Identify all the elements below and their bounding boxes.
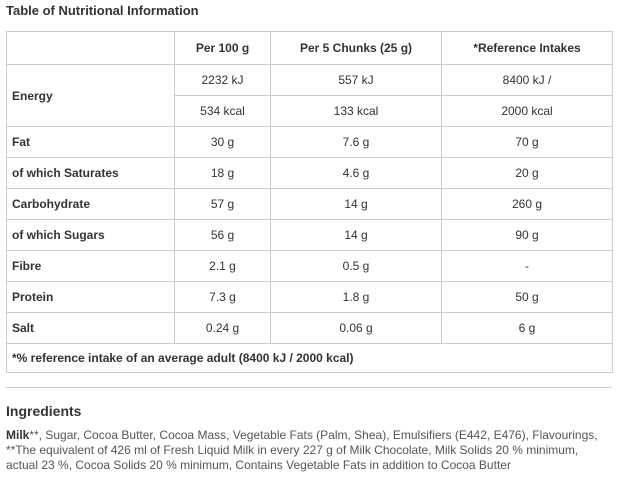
cell-value: 70 g	[441, 126, 613, 158]
cell-value: 534 kcal	[174, 95, 271, 127]
cell-value: -	[441, 250, 613, 282]
cell-value: 57 g	[174, 188, 271, 220]
cell-value: 20 g	[441, 157, 613, 189]
cell-value: 50 g	[441, 281, 613, 313]
ingredients-text: Milk**, Sugar, Cocoa Butter, Cocoa Mass,…	[6, 428, 612, 473]
cell-value: 7.3 g	[174, 281, 271, 313]
table-header-row: Per 100 g Per 5 Chunks (25 g) *Reference…	[6, 31, 613, 65]
column-header	[6, 31, 175, 65]
ingredients-heading: Ingredients	[6, 403, 82, 419]
table-footnote-row: *% reference intake of an average adult …	[6, 343, 613, 373]
cell-value: 2232 kJ	[174, 64, 271, 96]
cell-value: 6 g	[441, 312, 613, 344]
cell-value: 0.5 g	[270, 250, 442, 282]
page-title: Table of Nutritional Information	[6, 3, 199, 18]
ingredients-bold-lead: Milk	[6, 428, 30, 442]
column-header-per-100g: Per 100 g	[174, 31, 271, 65]
ingredients-list: **, Sugar, Cocoa Butter, Cocoa Mass, Veg…	[6, 428, 598, 472]
row-label: Protein	[6, 281, 175, 313]
table-row: Salt 0.24 g 0.06 g 6 g	[6, 312, 613, 344]
row-label-energy: Energy	[6, 64, 175, 127]
cell-value: 557 kJ	[270, 64, 442, 96]
cell-value: 0.06 g	[270, 312, 442, 344]
table-row-energy-kcal: 534 kcal 133 kcal 2000 kcal	[7, 95, 613, 127]
nutrition-table: Per 100 g Per 5 Chunks (25 g) *Reference…	[6, 31, 613, 373]
table-row: Fibre 2.1 g 0.5 g -	[6, 250, 613, 282]
cell-value: 30 g	[174, 126, 271, 158]
cell-value: 1.8 g	[270, 281, 442, 313]
table-row: Fat 30 g 7.6 g 70 g	[6, 126, 613, 158]
row-label: of which Saturates	[6, 157, 175, 189]
row-label: Fibre	[6, 250, 175, 282]
table-row: of which Saturates 18 g 4.6 g 20 g	[6, 157, 613, 189]
row-label: Fat	[6, 126, 175, 158]
cell-value: 7.6 g	[270, 126, 442, 158]
row-label: of which Sugars	[6, 219, 175, 251]
column-header-reference-intakes: *Reference Intakes	[441, 31, 613, 65]
cell-value: 14 g	[270, 219, 442, 251]
cell-value: 0.24 g	[174, 312, 271, 344]
cell-value: 56 g	[174, 219, 271, 251]
cell-value: 2000 kcal	[441, 95, 613, 127]
cell-value: 133 kcal	[270, 95, 442, 127]
table-footnote: *% reference intake of an average adult …	[6, 343, 613, 373]
section-divider	[6, 387, 612, 388]
table-row: of which Sugars 56 g 14 g 90 g	[6, 219, 613, 251]
row-label: Carbohydrate	[6, 188, 175, 220]
cell-value: 4.6 g	[270, 157, 442, 189]
cell-value: 8400 kJ /	[441, 64, 613, 96]
cell-value: 2.1 g	[174, 250, 271, 282]
table-row: Protein 7.3 g 1.8 g 50 g	[6, 281, 613, 313]
column-header-per-portion: Per 5 Chunks (25 g)	[270, 31, 442, 65]
cell-value: 90 g	[441, 219, 613, 251]
cell-value: 14 g	[270, 188, 442, 220]
row-label: Salt	[6, 312, 175, 344]
cell-value: 18 g	[174, 157, 271, 189]
cell-value: 260 g	[441, 188, 613, 220]
table-row-energy-kj: Energy 2232 kJ 557 kJ 8400 kJ /	[6, 64, 613, 127]
table-row: Carbohydrate 57 g 14 g 260 g	[6, 188, 613, 220]
